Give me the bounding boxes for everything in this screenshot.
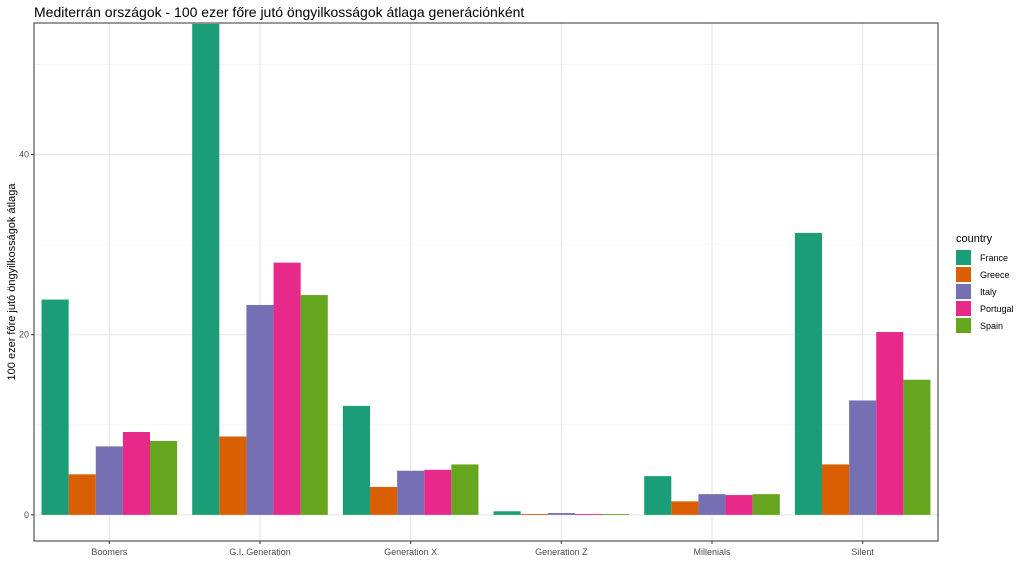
legend-label: Spain xyxy=(980,321,1003,331)
bar xyxy=(192,23,220,515)
bar xyxy=(821,464,850,515)
y-tick-label: 40 xyxy=(19,150,29,160)
bar xyxy=(397,470,425,515)
bar xyxy=(424,469,452,515)
bar xyxy=(246,304,274,515)
bar xyxy=(547,513,575,515)
bar xyxy=(644,476,672,515)
y-tick-label: 20 xyxy=(19,330,29,340)
bar xyxy=(95,446,123,515)
bar xyxy=(342,405,370,515)
bar xyxy=(849,400,877,515)
bar xyxy=(752,494,780,515)
legend-key xyxy=(956,250,971,265)
legend-label: Portugal xyxy=(980,304,1014,314)
legend-label: Greece xyxy=(980,270,1010,280)
axes: 0 20 40 Boomers G.I. Generation Generation X G… xyxy=(19,150,874,557)
legend-title: country xyxy=(956,233,993,245)
bar xyxy=(520,513,548,515)
x-tick-label: Generation Z xyxy=(535,547,588,557)
legend-label: France xyxy=(980,253,1008,263)
bar xyxy=(602,513,630,515)
x-tick-label: Millenials xyxy=(693,547,731,557)
chart-title: Mediterrán országok - 100 ezer főre jutó… xyxy=(34,4,525,20)
bar xyxy=(903,379,931,515)
bar xyxy=(451,464,479,515)
x-tick-label: Generation X xyxy=(384,547,437,557)
bar xyxy=(369,486,398,515)
y-axis-title: 100 ezer főre jutó öngyilkosságok átlaga xyxy=(6,183,18,381)
panel-border xyxy=(33,22,939,542)
bar xyxy=(725,495,753,515)
bar xyxy=(122,431,151,515)
bar xyxy=(876,331,904,515)
legend: country France Greece Italy Portugal Spain xyxy=(956,233,1014,333)
legend-key xyxy=(956,267,971,282)
bars xyxy=(41,23,931,515)
x-tick-label: G.I. Generation xyxy=(229,547,291,557)
bar xyxy=(574,513,603,515)
x-tick-label: Boomers xyxy=(91,547,128,557)
x-tick-label: Silent xyxy=(851,547,874,557)
legend-label: Italy xyxy=(980,287,997,297)
bar xyxy=(698,494,726,515)
bar xyxy=(300,295,328,515)
bar xyxy=(219,436,247,515)
legend-key xyxy=(956,284,971,299)
legend-key xyxy=(956,301,971,316)
y-tick-label: 0 xyxy=(24,510,29,520)
bar xyxy=(273,262,301,515)
bar xyxy=(41,299,69,515)
bar xyxy=(671,501,699,515)
bar xyxy=(493,511,521,515)
bar xyxy=(150,441,178,515)
legend-key xyxy=(956,318,971,333)
bar xyxy=(794,232,822,515)
bar xyxy=(68,474,96,515)
